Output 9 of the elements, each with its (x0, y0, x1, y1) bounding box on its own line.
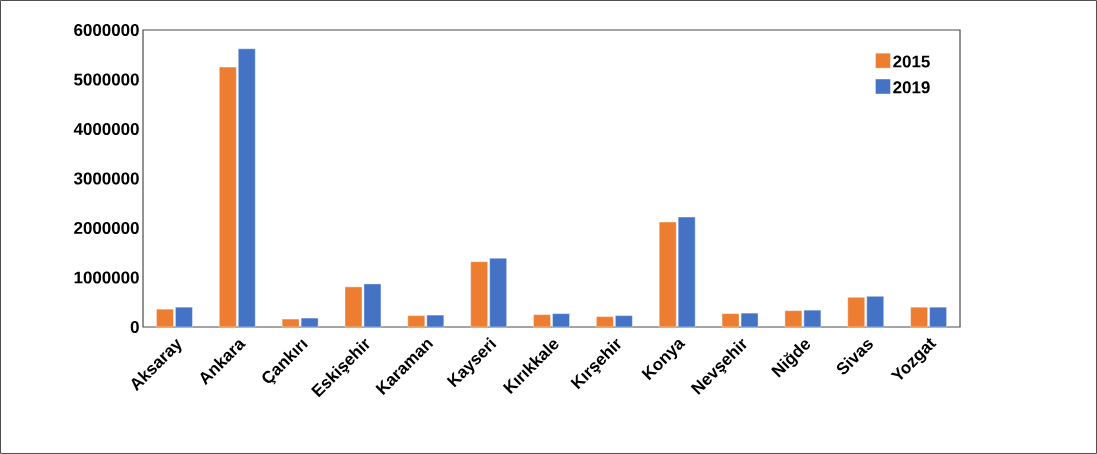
y-tick-label: 4000000 (73, 122, 139, 135)
y-tick-label: 0 (130, 320, 139, 333)
legend-label: 2019 (893, 81, 930, 94)
y-tick-label: 1000000 (74, 271, 139, 284)
legend-label: 2015 (893, 55, 930, 68)
y-tick-label: 3000000 (73, 172, 139, 185)
y-tick-label: 6000000 (74, 24, 139, 36)
y-tick-label: 5000000 (74, 73, 139, 86)
y-tick-label: 2000000 (74, 221, 139, 234)
